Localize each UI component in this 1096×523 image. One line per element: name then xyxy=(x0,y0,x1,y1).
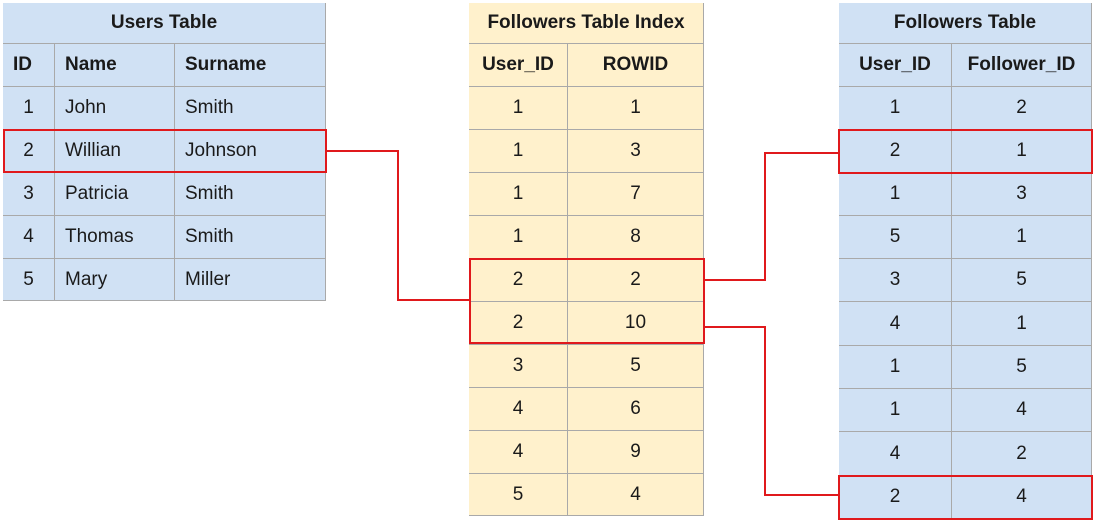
index-cell-rowid: 3 xyxy=(568,130,704,173)
followers-cell-follower-id: 1 xyxy=(952,216,1092,259)
users-cell-surname: Johnson xyxy=(175,130,326,173)
index-cell-user-id: 5 xyxy=(469,474,568,516)
index-cell-user-id: 1 xyxy=(469,130,568,173)
users-table: Users Table ID Name Surname 1 John Smith… xyxy=(3,3,326,301)
followers-cell-user-id: 4 xyxy=(839,432,952,476)
users-cell-surname: Miller xyxy=(175,259,326,301)
users-header-name: Name xyxy=(55,44,175,87)
index-cell-rowid: 7 xyxy=(568,173,704,216)
users-cell-name: Mary xyxy=(55,259,175,301)
users-cell-surname: Smith xyxy=(175,87,326,130)
index-cell-user-id: 3 xyxy=(469,345,568,388)
index-cell-rowid: 4 xyxy=(568,474,704,516)
index-cell-rowid: 5 xyxy=(568,345,704,388)
followers-header-user-id: User_ID xyxy=(839,44,952,87)
followers-table: Followers Table User_ID Follower_ID 1 2 … xyxy=(839,3,1092,519)
index-cell-user-id: 1 xyxy=(469,173,568,216)
index-header-rowid: ROWID xyxy=(568,44,704,87)
index-cell-rowid: 9 xyxy=(568,431,704,474)
users-cell-surname: Smith xyxy=(175,216,326,259)
connector-index-to-followers-row-2 xyxy=(705,152,838,281)
index-cell-user-id: 1 xyxy=(469,87,568,130)
followers-cell-follower-id: 4 xyxy=(952,476,1092,519)
index-cell-user-id: 4 xyxy=(469,431,568,474)
followers-table-title: Followers Table xyxy=(839,3,1092,44)
followers-cell-follower-id: 3 xyxy=(952,173,1092,216)
followers-cell-user-id: 1 xyxy=(839,173,952,216)
index-cell-rowid: 6 xyxy=(568,388,704,431)
index-cell-rowid: 10 xyxy=(568,302,704,345)
index-cell-user-id: 2 xyxy=(469,302,568,345)
index-cell-rowid: 1 xyxy=(568,87,704,130)
followers-cell-follower-id: 2 xyxy=(952,432,1092,476)
users-cell-id: 3 xyxy=(3,173,55,216)
index-cell-user-id: 4 xyxy=(469,388,568,431)
followers-cell-user-id: 1 xyxy=(839,389,952,432)
users-cell-surname: Smith xyxy=(175,173,326,216)
index-header-user-id: User_ID xyxy=(469,44,568,87)
connector-index-to-followers-row-10 xyxy=(705,326,838,496)
followers-cell-user-id: 4 xyxy=(839,302,952,346)
index-table-title: Followers Table Index xyxy=(469,3,704,44)
connector-users-to-index xyxy=(327,150,469,301)
followers-cell-follower-id: 5 xyxy=(952,259,1092,302)
index-cell-user-id: 2 xyxy=(469,259,568,302)
users-table-title: Users Table xyxy=(3,3,326,44)
followers-cell-follower-id: 2 xyxy=(952,87,1092,130)
index-cell-rowid: 2 xyxy=(568,259,704,302)
users-header-surname: Surname xyxy=(175,44,326,87)
users-cell-name: Thomas xyxy=(55,216,175,259)
followers-cell-user-id: 1 xyxy=(839,346,952,389)
users-cell-id: 4 xyxy=(3,216,55,259)
followers-cell-follower-id: 1 xyxy=(952,302,1092,346)
users-cell-id: 5 xyxy=(3,259,55,301)
followers-cell-user-id: 3 xyxy=(839,259,952,302)
followers-index-table: Followers Table Index User_ID ROWID 1 1 … xyxy=(469,3,704,516)
index-cell-rowid: 8 xyxy=(568,216,704,259)
users-cell-name: Patricia xyxy=(55,173,175,216)
followers-cell-user-id: 5 xyxy=(839,216,952,259)
users-header-id: ID xyxy=(3,44,55,87)
followers-cell-follower-id: 5 xyxy=(952,346,1092,389)
followers-header-follower-id: Follower_ID xyxy=(952,44,1092,87)
followers-cell-follower-id: 4 xyxy=(952,389,1092,432)
